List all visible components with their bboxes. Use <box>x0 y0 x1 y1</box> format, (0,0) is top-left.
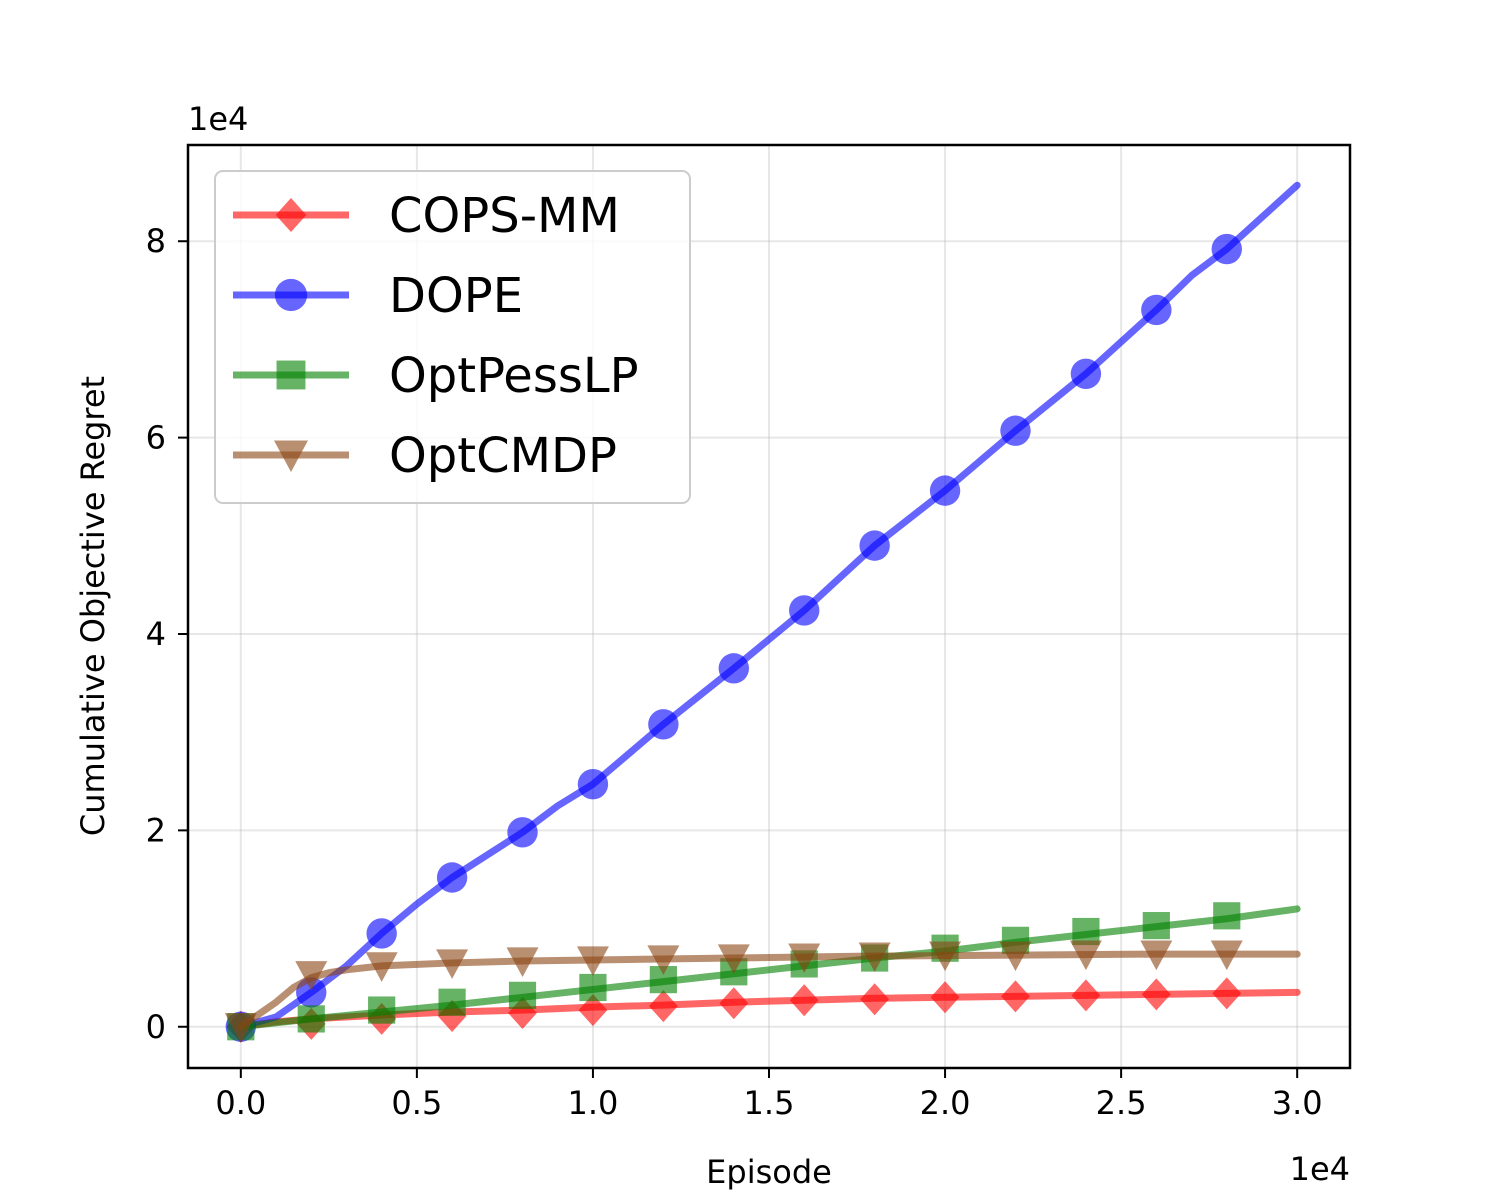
data-point <box>436 862 468 893</box>
data-point <box>436 949 469 979</box>
legend-box <box>214 170 691 504</box>
y-tick-label: 2 <box>146 811 166 849</box>
data-point <box>576 946 609 976</box>
plot-series <box>224 181 1301 1043</box>
data-point <box>929 475 961 506</box>
data-point <box>1070 358 1102 389</box>
data-point <box>1000 415 1031 446</box>
data-point <box>999 941 1032 972</box>
x-tick-label: 0.5 <box>391 1084 442 1122</box>
y-tick-label: 0 <box>146 1008 166 1046</box>
data-point <box>1210 940 1243 971</box>
data-point <box>860 983 890 1016</box>
data-point <box>438 988 466 1016</box>
series-line <box>237 905 1301 1031</box>
x-tick-label: 2.0 <box>920 1084 971 1122</box>
legend-marker <box>274 440 308 472</box>
data-point <box>295 961 328 991</box>
data-point <box>930 981 960 1014</box>
data-point <box>719 987 749 1020</box>
data-point <box>1141 294 1172 326</box>
data-point <box>788 943 821 974</box>
series-optpesslp <box>227 902 1301 1041</box>
series-optcmdp <box>224 940 1301 1043</box>
legend-item-optpesslp: OptPessLP <box>233 348 639 404</box>
data-point <box>1069 940 1102 971</box>
x-tick-label: 3.0 <box>1272 1084 1323 1122</box>
legend-item-dope: DOPE <box>233 268 523 324</box>
data-point <box>578 994 608 1027</box>
data-point <box>1213 902 1241 930</box>
x-tick-label: 2.5 <box>1096 1084 1147 1122</box>
data-point <box>1001 980 1030 1013</box>
data-point <box>648 990 678 1023</box>
x-tick-label: 1.0 <box>567 1084 618 1122</box>
y-tick-label: 4 <box>146 615 166 653</box>
data-point <box>648 709 679 740</box>
y-axis-label: Cumulative Objective Regret <box>74 376 112 836</box>
legend-item-optcmdp: OptCMDP <box>233 428 617 484</box>
legend-marker <box>276 360 306 390</box>
legend: COPS-MM DOPE OptPessLP OptCMDP <box>214 170 691 504</box>
y-tick-label: 6 <box>146 419 166 457</box>
data-point <box>579 973 607 1002</box>
data-point <box>1142 912 1170 940</box>
x-multiplier-label: 1e4 <box>1290 1150 1350 1188</box>
data-point <box>859 530 890 561</box>
y-tick-label: 8 <box>146 222 166 260</box>
y-multiplier-label: 1e4 <box>188 100 248 138</box>
data-point <box>1140 940 1173 971</box>
data-point <box>297 1005 325 1033</box>
data-point <box>717 944 750 975</box>
x-tick-label: 0.0 <box>215 1084 266 1122</box>
x-axis-label: Episode <box>706 1153 832 1191</box>
data-point <box>1212 977 1242 1010</box>
data-point <box>647 945 680 976</box>
data-point <box>507 817 538 848</box>
data-point <box>1071 979 1101 1012</box>
data-point <box>1211 233 1242 265</box>
data-point <box>929 941 962 972</box>
legend-item-cops-mm: COPS-MM <box>233 188 620 244</box>
legend-label: OptPessLP <box>389 348 639 404</box>
data-point <box>224 1013 257 1043</box>
x-tick-label: 1.5 <box>744 1084 795 1122</box>
data-point <box>1141 978 1171 1011</box>
data-point <box>858 942 891 973</box>
legend-label: COPS-MM <box>389 188 620 244</box>
legend-marker <box>275 198 307 232</box>
data-point <box>368 996 396 1024</box>
data-point <box>577 769 609 800</box>
axis-ticks: 0.0 0.5 1.0 1.5 2.0 2.5 3.0 0 2 4 6 8 <box>146 222 1323 1122</box>
data-point <box>789 984 819 1017</box>
data-point <box>789 595 820 626</box>
data-point <box>506 947 539 977</box>
legend-label: DOPE <box>389 268 523 324</box>
data-point <box>508 981 537 1009</box>
legend-label: OptCMDP <box>389 428 617 484</box>
data-point <box>366 918 397 949</box>
legend-marker <box>274 278 308 312</box>
data-point <box>718 653 749 684</box>
data-point <box>365 952 398 982</box>
